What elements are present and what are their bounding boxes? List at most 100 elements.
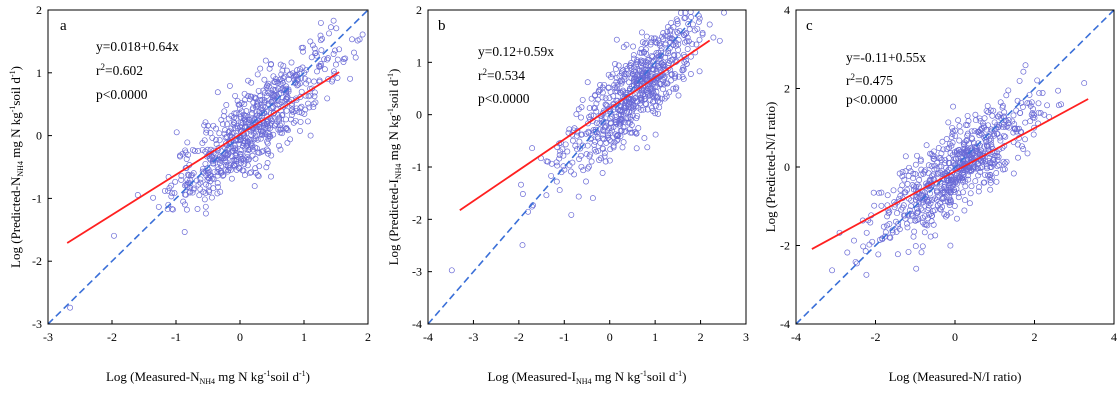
scatter-point: [1030, 112, 1037, 118]
scatter-point: [330, 51, 337, 57]
scatter-point: [652, 131, 659, 138]
scatter-point: [657, 81, 664, 88]
scatter-point: [603, 139, 610, 146]
x-tick-label: -2: [871, 330, 881, 344]
scatter-point: [238, 120, 244, 126]
scatter-point: [962, 197, 968, 204]
scatter-point: [987, 172, 994, 179]
scatter-point: [634, 72, 641, 78]
scatter-point: [680, 76, 687, 83]
scatter-point: [633, 130, 640, 137]
scatter-point: [210, 122, 217, 129]
scatter-point: [671, 71, 678, 78]
scatter-point: [918, 200, 925, 207]
scatter-point: [668, 19, 675, 26]
scatter-point: [548, 160, 555, 167]
scatter-point: [264, 160, 271, 166]
scatter-point: [867, 219, 874, 226]
fit-line-c: [811, 98, 1089, 250]
scatter-point: [230, 162, 237, 168]
scatter-point: [886, 221, 893, 227]
scatter-point: [249, 110, 256, 117]
scatter-point: [257, 65, 264, 72]
scatter-point: [890, 187, 897, 194]
scatter-point: [312, 50, 319, 57]
scatter-point: [643, 33, 650, 40]
scatter-point: [648, 52, 655, 59]
scatter-point: [945, 198, 951, 205]
scatter-point: [448, 267, 455, 274]
y-tick-label: -2: [32, 254, 42, 268]
scatter-point: [666, 35, 673, 42]
scatter-point: [596, 157, 603, 163]
scatter-point: [898, 206, 905, 213]
scatter-point: [895, 220, 902, 227]
scatter-point: [294, 76, 301, 83]
scatter-point: [620, 139, 627, 146]
scatter-point: [974, 161, 981, 167]
scatter-point: [643, 39, 650, 46]
scatter-point: [922, 167, 929, 174]
y-tick-label: 1: [416, 55, 422, 69]
panel-letter-c: c: [806, 18, 813, 34]
scatter-point: [310, 100, 317, 107]
scatter-point: [919, 243, 926, 250]
scatter-point: [277, 146, 284, 153]
scatter-point: [996, 111, 1003, 118]
y-tick-label: -2: [412, 212, 422, 226]
y-tick-label: -2: [780, 239, 790, 253]
scatter-point: [612, 84, 619, 91]
scatter-point: [280, 62, 287, 69]
scatter-point: [927, 233, 934, 240]
scatter-point: [631, 71, 638, 78]
scatter-point: [649, 99, 656, 106]
scatter-point: [599, 119, 606, 126]
scatter-point: [290, 109, 297, 116]
scatter-points-a: [67, 17, 366, 311]
scatter-point: [268, 116, 274, 123]
scatter-point: [271, 92, 278, 99]
scatter-point: [1000, 158, 1007, 165]
scatter-point: [631, 64, 637, 71]
scatter-point: [588, 158, 595, 165]
scatter-point: [218, 116, 225, 123]
scatter-point: [897, 193, 904, 199]
scatter-point: [991, 132, 998, 139]
scatter-point: [889, 229, 896, 236]
scatter-point: [680, 64, 687, 71]
scatter-point: [258, 131, 265, 138]
scatter-point: [593, 108, 600, 115]
scatter-point: [950, 159, 957, 166]
scatter-point: [951, 149, 958, 156]
scatter-point: [696, 68, 703, 75]
scatter-point: [236, 105, 243, 112]
scatter-point: [887, 234, 894, 241]
scatter-point: [948, 188, 954, 195]
scatter-point: [202, 119, 209, 126]
scatter-point: [187, 177, 194, 184]
scatter-point: [946, 188, 953, 195]
scatter-point: [213, 137, 219, 143]
scatter-point: [894, 210, 900, 217]
scatter-point: [221, 130, 228, 137]
scatter-point: [253, 115, 260, 122]
scatter-point: [275, 85, 282, 92]
scatter-point: [961, 150, 968, 157]
scatter-point: [178, 172, 185, 179]
scatter-point: [272, 76, 279, 83]
scatter-point: [584, 142, 591, 149]
scatter-point: [647, 86, 653, 93]
scatter-point: [946, 140, 953, 147]
scatter-point: [178, 176, 185, 183]
scatter-point: [621, 103, 628, 110]
scatter-point: [566, 162, 573, 169]
scatter-point: [653, 50, 660, 57]
scatter-point: [952, 155, 959, 162]
scatter-point: [664, 28, 671, 35]
scatter-point: [918, 191, 925, 198]
scatter-point: [965, 172, 971, 179]
scatter-point: [993, 178, 1000, 185]
scatter-point: [220, 113, 227, 120]
scatter-point: [557, 148, 564, 155]
scatter-point: [600, 131, 607, 138]
